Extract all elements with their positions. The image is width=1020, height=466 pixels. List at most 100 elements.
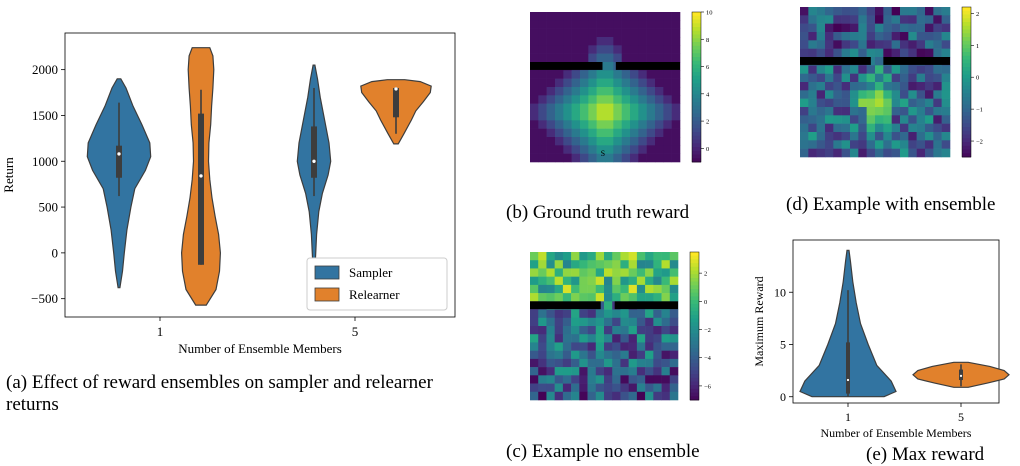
heatmap-cell <box>671 53 681 63</box>
heatmap-cell <box>628 276 638 286</box>
heatmap-cell <box>538 45 547 54</box>
heatmap-cell <box>621 12 631 21</box>
colorbar-segment <box>962 59 971 64</box>
heatmap-cell <box>612 342 621 351</box>
heatmap-cell <box>530 137 539 146</box>
colorbar-segment <box>690 259 699 264</box>
heatmap-cell <box>800 140 809 149</box>
heatmap-cell <box>645 260 654 269</box>
heatmap-cell <box>579 260 588 269</box>
heatmap-cell <box>571 28 581 38</box>
heatmap-cell <box>621 103 631 113</box>
heatmap-cell <box>941 32 951 41</box>
heatmap-cell <box>808 48 817 58</box>
colorbar-segment <box>690 385 699 390</box>
heatmap-cell <box>563 153 572 163</box>
heatmap-cell <box>530 103 539 113</box>
heatmap-cell <box>571 53 581 63</box>
heatmap-cell <box>858 107 867 116</box>
heatmap-cell <box>538 12 547 21</box>
heatmap-cell <box>671 87 681 96</box>
heatmap-cell <box>546 375 555 384</box>
heatmap-cell <box>571 375 580 384</box>
heatmap-cell <box>808 82 817 91</box>
heatmap-cell <box>833 98 842 108</box>
colorbar-segment <box>692 64 701 69</box>
colorbar-segment <box>962 142 971 147</box>
heatmap-cell <box>636 375 646 384</box>
heatmap-cell <box>655 137 664 146</box>
heatmap-cell <box>916 48 926 58</box>
heatmap-cell <box>620 326 629 335</box>
heatmap-cell <box>638 28 647 38</box>
heatmap-cell <box>612 317 621 327</box>
heatmap-cell <box>587 383 597 393</box>
heatmap-cell <box>612 309 621 319</box>
heatmap-cell <box>630 45 639 54</box>
heatmap-cell <box>538 284 547 294</box>
heatmap-cell <box>933 15 942 24</box>
heatmap-cell <box>630 53 639 63</box>
heatmap-cell <box>612 334 621 343</box>
heatmap-cell <box>645 350 654 360</box>
heatmap-cell <box>628 326 638 335</box>
heatmap-cell <box>530 128 539 138</box>
heatmap-cell <box>883 132 892 141</box>
heatmap-cell <box>800 73 809 83</box>
heatmap-cell <box>554 317 564 327</box>
heatmap-cell <box>941 132 951 141</box>
colorbar-segment <box>690 340 699 345</box>
heatmap-cell <box>833 7 842 16</box>
heatmap-cell <box>925 23 934 33</box>
heatmap-cell <box>933 98 942 108</box>
heatmap-cell <box>595 309 605 319</box>
heatmap-cell <box>833 140 842 149</box>
colorbar-segment <box>962 134 971 139</box>
colorbar-tick-label: 10 <box>706 10 713 17</box>
heatmap-cell <box>613 20 622 29</box>
heatmap-cell <box>630 103 639 113</box>
heatmap-cell <box>883 73 892 83</box>
heatmap-cell <box>941 40 951 49</box>
heatmap-cell <box>580 78 589 88</box>
heatmap-cell <box>562 375 572 384</box>
colorbar-segment <box>962 112 971 117</box>
heatmap-cell <box>645 367 654 376</box>
wall-left <box>530 301 601 310</box>
heatmap-cell <box>579 383 588 393</box>
heatmap-cell <box>800 15 809 24</box>
heatmap-cell <box>858 115 867 124</box>
heatmap-cell <box>579 268 588 277</box>
heatmap-cell <box>655 78 664 88</box>
heatmap-cell <box>900 132 909 141</box>
heatmap-cell <box>595 252 605 261</box>
heatmap-cell <box>563 145 572 154</box>
colorbar-segment <box>690 300 699 305</box>
heatmap-cell <box>850 15 859 24</box>
heatmap-cell <box>808 90 817 99</box>
heatmap-cell <box>900 123 909 133</box>
heatmap-cell <box>825 65 834 74</box>
heatmap-cell <box>808 7 817 16</box>
colorbar-segment <box>690 359 699 364</box>
heatmap-cell <box>612 326 621 335</box>
caption-d: (d) Example with ensemble <box>786 194 996 215</box>
heatmap-cell <box>866 48 876 58</box>
heatmap-cell <box>621 153 631 163</box>
legend-swatch-relearner <box>314 287 340 302</box>
heatmap-cell <box>671 145 681 154</box>
heatmap-cell <box>655 95 664 104</box>
heatmap-cell <box>554 268 564 277</box>
colorbar-segment <box>692 128 701 133</box>
heatmap-cell <box>628 293 638 302</box>
heatmap-cell <box>669 342 679 351</box>
heatmap-cell <box>630 87 639 96</box>
colorbar-segment <box>690 274 699 279</box>
heatmap-cell <box>538 145 547 154</box>
heatmap-cell <box>661 375 671 384</box>
heatmap-cell <box>671 95 681 104</box>
heatmap-cell <box>587 317 597 327</box>
heatmap-cell <box>941 82 951 91</box>
heatmap-cell <box>571 70 581 79</box>
heatmap-cell <box>571 293 580 302</box>
